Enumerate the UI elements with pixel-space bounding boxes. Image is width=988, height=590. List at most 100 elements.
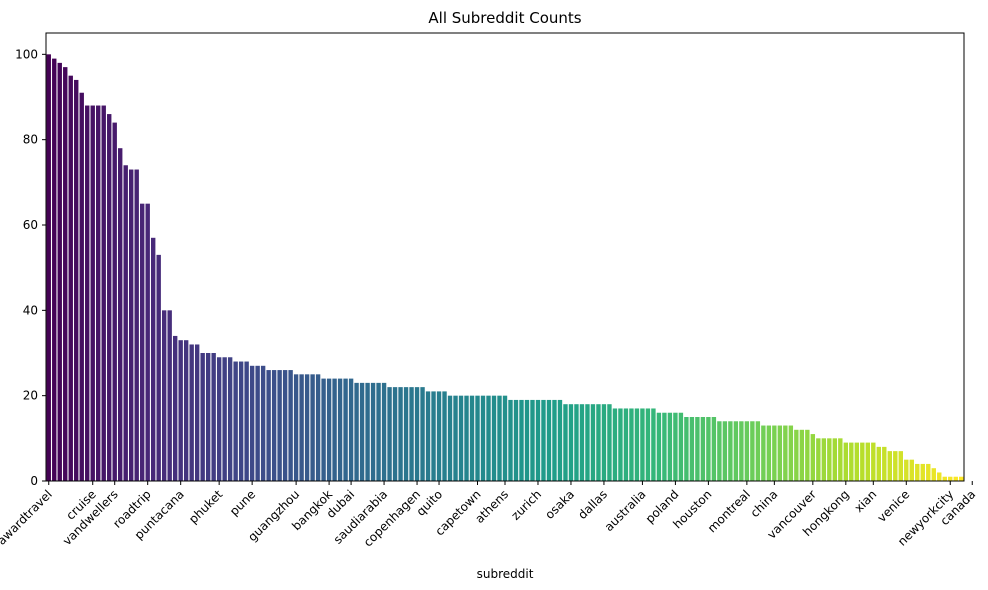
bar-90 [541, 399, 546, 481]
bar-99 [590, 404, 596, 481]
bar-35 [238, 361, 244, 481]
bar-164 [948, 476, 953, 481]
bar-77 [469, 395, 475, 481]
bar-148 [860, 442, 865, 481]
bar-45 [293, 374, 299, 481]
bar-19 [150, 237, 156, 481]
bar-33 [227, 357, 233, 481]
bar-80 [486, 395, 491, 481]
bar-130 [761, 425, 766, 481]
bar-41 [271, 370, 277, 481]
bar-146 [849, 442, 854, 481]
bar-46 [299, 374, 304, 481]
bar-161 [931, 468, 936, 481]
bar-160 [926, 463, 931, 481]
bar-91 [546, 399, 552, 481]
bar-12 [112, 122, 117, 481]
y-tick-label: 20 [23, 389, 38, 403]
bar-13 [118, 148, 123, 481]
bar-84 [508, 399, 513, 481]
bar-49 [315, 374, 321, 481]
bar-126 [739, 421, 744, 481]
bar-72 [442, 391, 447, 481]
bar-157 [909, 459, 914, 481]
bars-group [46, 54, 964, 482]
bar-138 [805, 429, 810, 481]
bar-143 [832, 438, 838, 481]
bar-135 [788, 425, 794, 481]
bar-98 [585, 404, 590, 481]
bar-23 [172, 335, 178, 481]
bar-76 [464, 395, 469, 481]
bar-95 [568, 404, 574, 481]
bar-103 [612, 408, 618, 481]
bar-67 [414, 387, 420, 481]
bar-8 [90, 105, 95, 481]
bar-156 [904, 459, 909, 481]
x-tick-label: xian [852, 487, 880, 515]
bar-37 [249, 365, 255, 481]
bar-25 [183, 340, 189, 481]
bar-142 [827, 438, 832, 481]
bar-117 [689, 417, 695, 481]
bar-131 [766, 425, 772, 481]
bar-26 [189, 344, 194, 481]
bar-24 [178, 340, 183, 481]
bar-152 [882, 446, 887, 481]
bar-42 [277, 370, 282, 481]
bar-15 [129, 169, 134, 481]
x-tick-label: phuket [186, 487, 225, 526]
bar-31 [216, 357, 222, 481]
bar-66 [409, 387, 414, 481]
bar-28 [200, 353, 205, 481]
bar-52 [332, 378, 337, 481]
bar-34 [233, 361, 238, 481]
x-tick-label: montreal [705, 487, 753, 535]
y-tick-label: 80 [23, 133, 38, 147]
y-axis: 0 20 40 60 80 100 [15, 47, 46, 488]
bar-125 [733, 421, 739, 481]
bar-93 [557, 399, 563, 481]
plot-frame [45, 32, 965, 482]
bar-163 [942, 476, 947, 481]
bar-129 [755, 421, 761, 481]
bar-62 [387, 387, 392, 481]
bar-104 [618, 408, 623, 481]
bar-136 [794, 429, 799, 481]
bar-61 [381, 382, 387, 481]
bar-154 [893, 451, 898, 481]
bar-122 [717, 421, 722, 481]
bar-71 [436, 391, 442, 481]
bar-97 [579, 404, 585, 481]
bar-22 [167, 310, 172, 481]
bar-145 [843, 442, 849, 481]
bar-113 [667, 412, 673, 481]
x-axis-label: subreddit [477, 567, 534, 581]
x-tick-label: awardtravel [0, 487, 55, 548]
bar-65 [403, 387, 409, 481]
bar-81 [491, 395, 497, 481]
bar-162 [937, 472, 942, 481]
bar-0 [46, 54, 51, 481]
bar-56 [354, 382, 359, 481]
bar-40 [266, 370, 271, 481]
bar-2 [57, 62, 62, 482]
bar-88 [530, 399, 535, 481]
bar-165 [953, 476, 958, 481]
bar-121 [711, 417, 717, 481]
bar-120 [706, 417, 711, 481]
bar-82 [497, 395, 502, 481]
bar-147 [854, 442, 860, 481]
bar-105 [623, 408, 629, 481]
bar-5 [74, 79, 79, 482]
bar-137 [799, 429, 805, 481]
bar-159 [920, 463, 925, 481]
y-tick-label: 0 [30, 474, 38, 488]
bar-32 [222, 357, 227, 481]
bar-54 [343, 378, 348, 481]
x-tick-label: zurich [508, 487, 544, 523]
bar-111 [656, 412, 662, 481]
bar-107 [634, 408, 640, 481]
bar-7 [85, 105, 90, 481]
